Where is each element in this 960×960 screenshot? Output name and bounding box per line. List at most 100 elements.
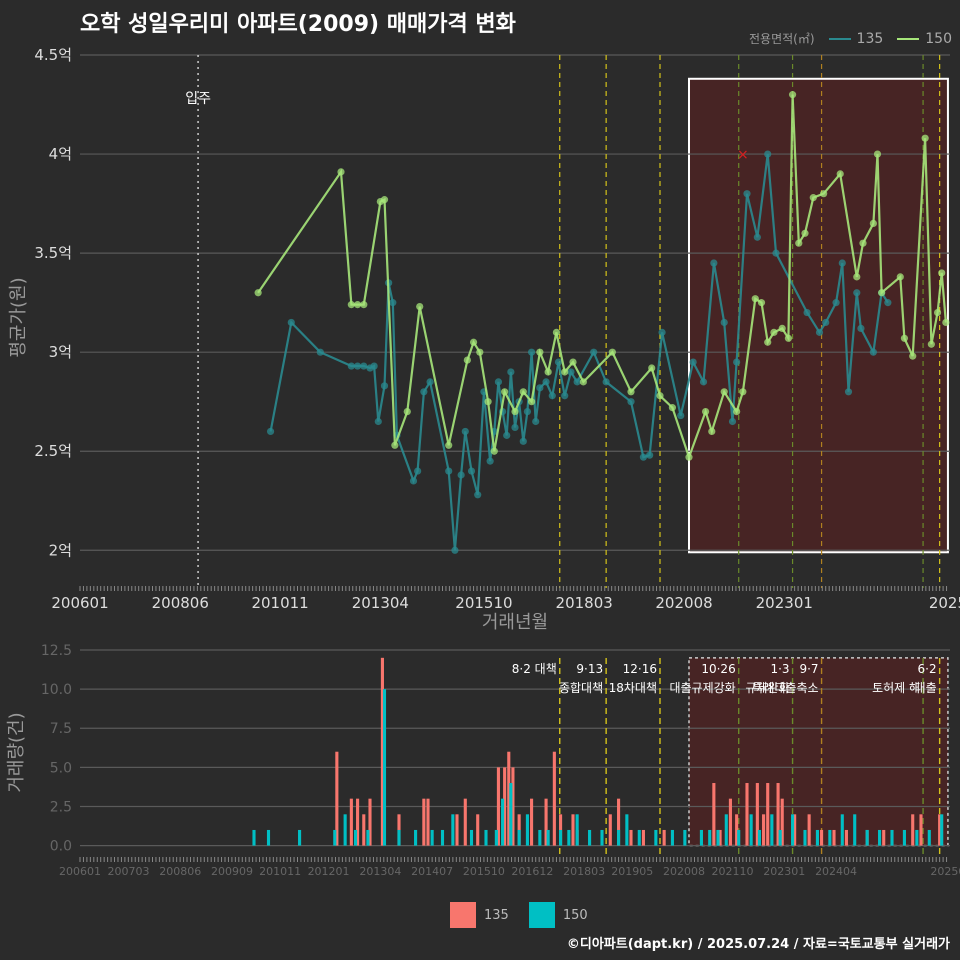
data-point-135 (474, 491, 482, 499)
data-point-135 (590, 348, 598, 356)
y-tick-label: 7.5 (50, 721, 72, 737)
data-point-135 (519, 437, 527, 445)
volume-bar-135 (780, 798, 784, 846)
volume-bar-150 (501, 798, 505, 846)
data-point-150 (938, 269, 946, 277)
policy-label: 종합대책 (559, 680, 603, 695)
data-point-135 (602, 378, 610, 386)
data-point-135 (822, 318, 830, 327)
data-point-135 (316, 348, 324, 356)
volume-bar-135 (476, 814, 480, 846)
x-tick-label: 200601 (51, 594, 108, 612)
volume-bar-135 (629, 829, 633, 846)
data-point-135 (720, 318, 728, 327)
data-point-150 (809, 194, 817, 202)
volume-bar-150 (815, 829, 819, 846)
volume-bar-135 (776, 783, 780, 846)
volume-bar-150 (440, 829, 445, 846)
data-point-150 (627, 388, 635, 396)
volume-bar-150 (451, 814, 455, 846)
data-point-150 (347, 301, 355, 309)
data-point-135 (832, 299, 840, 307)
source-credit: ©디아파트(dapt.kr) / 2025.07.24 / 자료=국토교통부 실… (566, 937, 950, 952)
data-point-150 (391, 441, 399, 449)
data-point-135 (532, 417, 540, 426)
series-line-150 (257, 94, 947, 461)
data-point-135 (554, 358, 563, 366)
volume-bar-150 (757, 829, 761, 846)
volume-bar-150 (343, 814, 347, 846)
data-point-150 (942, 318, 950, 327)
data-point-150 (873, 150, 882, 158)
x-tick-label: 200601 (59, 865, 101, 878)
volume-bar-150 (546, 829, 550, 846)
data-point-150 (353, 301, 362, 309)
data-point-135 (507, 368, 515, 376)
data-point-135 (451, 546, 459, 554)
volume-bar-135 (820, 829, 824, 846)
data-point-150 (788, 91, 797, 99)
policy-label: 대출 (915, 681, 937, 695)
data-point-150 (337, 168, 345, 176)
data-point-135 (573, 378, 581, 386)
legend-bottom-label-135: 135 (484, 907, 509, 923)
x-tick-label: 200909 (211, 865, 253, 878)
legend-title: 전용면적(㎡) (749, 32, 815, 46)
volume-bar-135 (463, 798, 467, 846)
data-point-135 (445, 467, 453, 475)
legend-label-135: 135 (856, 30, 884, 47)
volume-bar-135 (745, 783, 749, 846)
x-tick-label: 201905 (611, 865, 653, 878)
x-tick-label: 2025 (929, 594, 960, 612)
data-point-150 (519, 388, 527, 396)
data-point-150 (921, 134, 929, 142)
data-point-150 (778, 324, 786, 332)
x-tick-label: 202301 (756, 594, 813, 612)
volume-bar-150 (484, 829, 488, 846)
data-point-150 (795, 239, 803, 247)
data-point-150 (801, 229, 809, 237)
volume-bar-135 (503, 767, 507, 846)
data-point-150 (656, 392, 664, 400)
volume-bar-150 (940, 814, 944, 846)
data-point-150 (561, 368, 569, 376)
data-point-150 (685, 453, 693, 461)
volume-bar-150 (494, 829, 498, 846)
policy-label: 18차대책 (609, 680, 657, 695)
x-tick-label: 201011 (259, 865, 301, 878)
volume-bar-150 (430, 829, 434, 846)
y-tick-label: 2.5억 (34, 442, 72, 460)
volume-bar-150 (617, 829, 621, 846)
data-point-135 (803, 308, 811, 317)
volume-bar-150 (828, 829, 832, 846)
y-tick-label: 10.0 (41, 682, 72, 698)
data-point-135 (414, 467, 422, 475)
x-tick-label: 201407 (411, 865, 453, 878)
y-axis-title: 평균가(원) (8, 277, 29, 357)
data-point-135 (838, 259, 846, 267)
x-tick-label: 200703 (107, 865, 149, 878)
data-point-150 (933, 308, 942, 317)
volume-bar-135 (507, 751, 511, 846)
volume-bar-150 (749, 814, 753, 846)
data-point-135 (420, 388, 428, 396)
policy-date: 12·16 (623, 662, 657, 676)
volume-bar-150 (654, 829, 658, 846)
volume-bar-150 (382, 689, 387, 846)
data-point-135 (561, 392, 569, 400)
volume-bar-150 (414, 829, 418, 846)
volume-bar-135 (728, 798, 732, 846)
data-point-135 (467, 467, 476, 475)
bottom-legend: 135 150 (450, 902, 588, 928)
data-point-150 (733, 408, 741, 416)
top-legend: 전용면적(㎡) 135 150 (749, 30, 952, 47)
volume-bar-150 (890, 829, 894, 846)
volume-bar-150 (683, 829, 687, 846)
volume-bar-135 (608, 814, 612, 846)
max-marker: × (737, 147, 749, 163)
volume-bar-135 (496, 767, 500, 846)
volume-bar-150 (853, 814, 857, 846)
data-point-135 (287, 318, 295, 327)
y-tick-label: 4.5억 (34, 46, 72, 64)
data-point-150 (445, 441, 453, 449)
